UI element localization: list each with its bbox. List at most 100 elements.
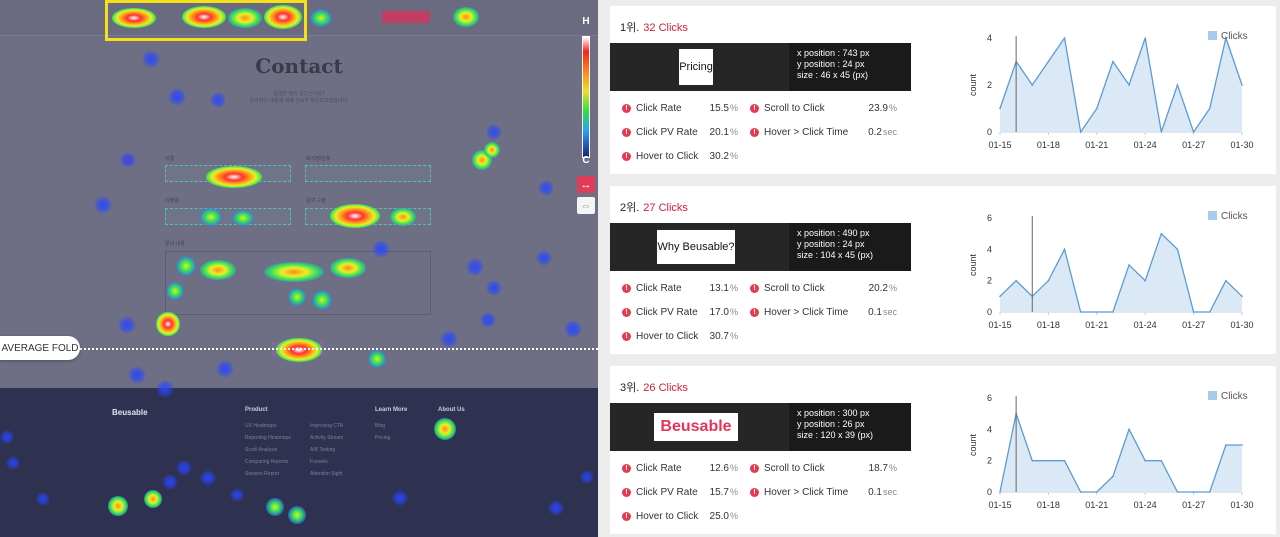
footer-link[interactable]: Scroll Analysis	[245, 447, 278, 453]
stat-label-text: Scroll to Click	[764, 103, 825, 114]
element-size: size : 120 x 39 (px)	[797, 430, 874, 440]
data-point	[1208, 107, 1211, 110]
x-tick-label: 01-18	[1037, 320, 1060, 330]
rank-label: 2위.	[620, 202, 640, 214]
stat-label: ! Hover to Click	[622, 151, 698, 162]
stat-number: 0.1	[868, 307, 882, 318]
data-point	[1225, 444, 1227, 446]
form-email-field[interactable]	[165, 208, 291, 225]
stat-unit: %	[729, 151, 738, 161]
data-point	[1192, 311, 1195, 313]
pane-divider	[598, 0, 610, 537]
footer-link[interactable]: Reporting Heatmaps	[245, 435, 291, 441]
info-icon[interactable]: !	[622, 512, 631, 521]
average-fold-label: AVERAGE FOLD	[0, 336, 80, 360]
footer-link[interactable]: Funnels	[310, 459, 328, 465]
element-preview[interactable]: Beusable x position : 300 px y position : …	[610, 403, 911, 451]
data-point	[1144, 37, 1146, 39]
info-icon[interactable]: !	[622, 128, 631, 137]
form-email-label: 이메일	[165, 198, 179, 204]
footer-link[interactable]: Comparing Reports	[245, 459, 289, 465]
data-point	[1144, 459, 1146, 462]
data-point	[1176, 491, 1179, 493]
stat-label: ! Hover to Click	[622, 511, 698, 522]
info-icon[interactable]: !	[622, 332, 631, 341]
clicks-trend-chart: 0 2 4 01-15 01-18 01-21 01-24 01-27 01-30 count Cl…	[968, 20, 1270, 180]
footer-link[interactable]: Improving CTA	[310, 423, 343, 429]
info-icon[interactable]: !	[750, 308, 759, 317]
heatmap-view[interactable]: Contact 궁금한 점이 있으신가요? 문의하신 내용에 대해 신속히 회신…	[0, 0, 598, 537]
clicks-trend-chart: 0 2 4 6 01-15 01-18 01-21 01-24 01-27 01-30 count C…	[968, 380, 1270, 537]
stat-unit: %	[729, 463, 738, 473]
x-tick-label: 01-24	[1134, 500, 1157, 510]
element-preview[interactable]: Pricing x position : 743 px y position : 2…	[610, 43, 911, 91]
info-icon[interactable]: !	[750, 104, 759, 113]
y-tick-label: 2	[987, 456, 992, 466]
footer-about-head: About Us	[438, 407, 465, 413]
y-tick-label: 4	[987, 424, 992, 434]
stat-label-text: Scroll to Click	[764, 463, 825, 474]
info-icon[interactable]: !	[750, 284, 759, 293]
y-position: y position : 24 px	[797, 239, 865, 249]
form-message-textarea[interactable]	[165, 251, 431, 315]
legend-swatch	[1208, 391, 1217, 400]
form-name-field[interactable]	[165, 165, 291, 182]
y-tick-label: 2	[987, 276, 992, 286]
info-icon[interactable]: !	[622, 104, 631, 113]
info-icon[interactable]: !	[622, 308, 631, 317]
rank-header: 1위. 32 Clicks	[620, 19, 688, 35]
x-tick-label: 01-15	[988, 320, 1011, 330]
y-axis-label: count	[970, 73, 978, 96]
y-tick-label: 0	[987, 307, 992, 317]
stat-value: 17.0%	[688, 307, 738, 318]
footer-link[interactable]: UX Heatmaps	[245, 423, 277, 429]
footer-link[interactable]: Attention Sight	[310, 471, 343, 477]
form-company-field[interactable]	[305, 165, 431, 182]
footer-learn-head: Learn More	[375, 407, 408, 413]
form-type-select[interactable]	[305, 208, 431, 225]
stat-label: ! Click Rate	[622, 283, 682, 294]
info-icon[interactable]: !	[622, 152, 631, 161]
info-icon[interactable]: !	[622, 488, 631, 497]
data-point	[1112, 60, 1114, 63]
stat-value: 0.1sec	[848, 307, 897, 318]
data-point	[1031, 459, 1034, 462]
info-icon[interactable]: !	[622, 284, 631, 293]
rank-clicks: 27 Clicks	[643, 202, 688, 214]
y-tick-label: 0	[987, 127, 992, 137]
footer-link[interactable]: Session Report	[245, 471, 280, 477]
footer-link[interactable]: Blog	[375, 423, 386, 429]
footer-link[interactable]: A/B Testing	[310, 447, 336, 453]
element-size: size : 104 x 45 (px)	[797, 250, 874, 260]
data-point	[1241, 84, 1243, 86]
y-tick-label: 6	[987, 393, 992, 403]
footer-link[interactable]: Pricing	[375, 435, 391, 441]
stat-label: ! Hover to Click	[622, 331, 698, 342]
rank-label: 1위.	[620, 22, 640, 34]
swap-icon[interactable]: ↔	[577, 176, 595, 193]
stat-label-text: Hover > Click Time	[764, 127, 849, 138]
stat-number: 25.0	[709, 511, 729, 522]
stat-unit: %	[888, 283, 897, 293]
stat-unit: %	[729, 511, 738, 521]
element-size: size : 46 x 45 (px)	[797, 70, 869, 80]
x-tick-label: 01-15	[988, 140, 1011, 150]
x-tick-label: 01-18	[1037, 140, 1060, 150]
stat-label-text: Click Rate	[636, 283, 682, 294]
element-preview[interactable]: Why Beusable? x position : 490 px y positi…	[610, 223, 911, 271]
info-icon[interactable]: !	[750, 488, 759, 497]
stat-number: 15.5	[709, 103, 729, 114]
expand-icon[interactable]: ⇔	[577, 197, 595, 214]
info-icon[interactable]: !	[622, 464, 631, 473]
info-icon[interactable]: !	[750, 128, 759, 137]
x-position: x position : 300 px	[797, 408, 870, 418]
stat-unit: %	[729, 103, 738, 113]
footer-link[interactable]: Activity Stream	[310, 435, 344, 441]
data-point	[999, 491, 1001, 493]
series-area	[1000, 233, 1242, 312]
info-icon[interactable]: !	[750, 464, 759, 473]
heat-scale-gradient	[582, 36, 590, 158]
y-tick-label: 0	[987, 487, 992, 497]
rank-card: 2위. 27 Clicks Why Beusable? x position : 49…	[610, 186, 1276, 354]
stat-label-text: Click PV Rate	[636, 127, 698, 138]
